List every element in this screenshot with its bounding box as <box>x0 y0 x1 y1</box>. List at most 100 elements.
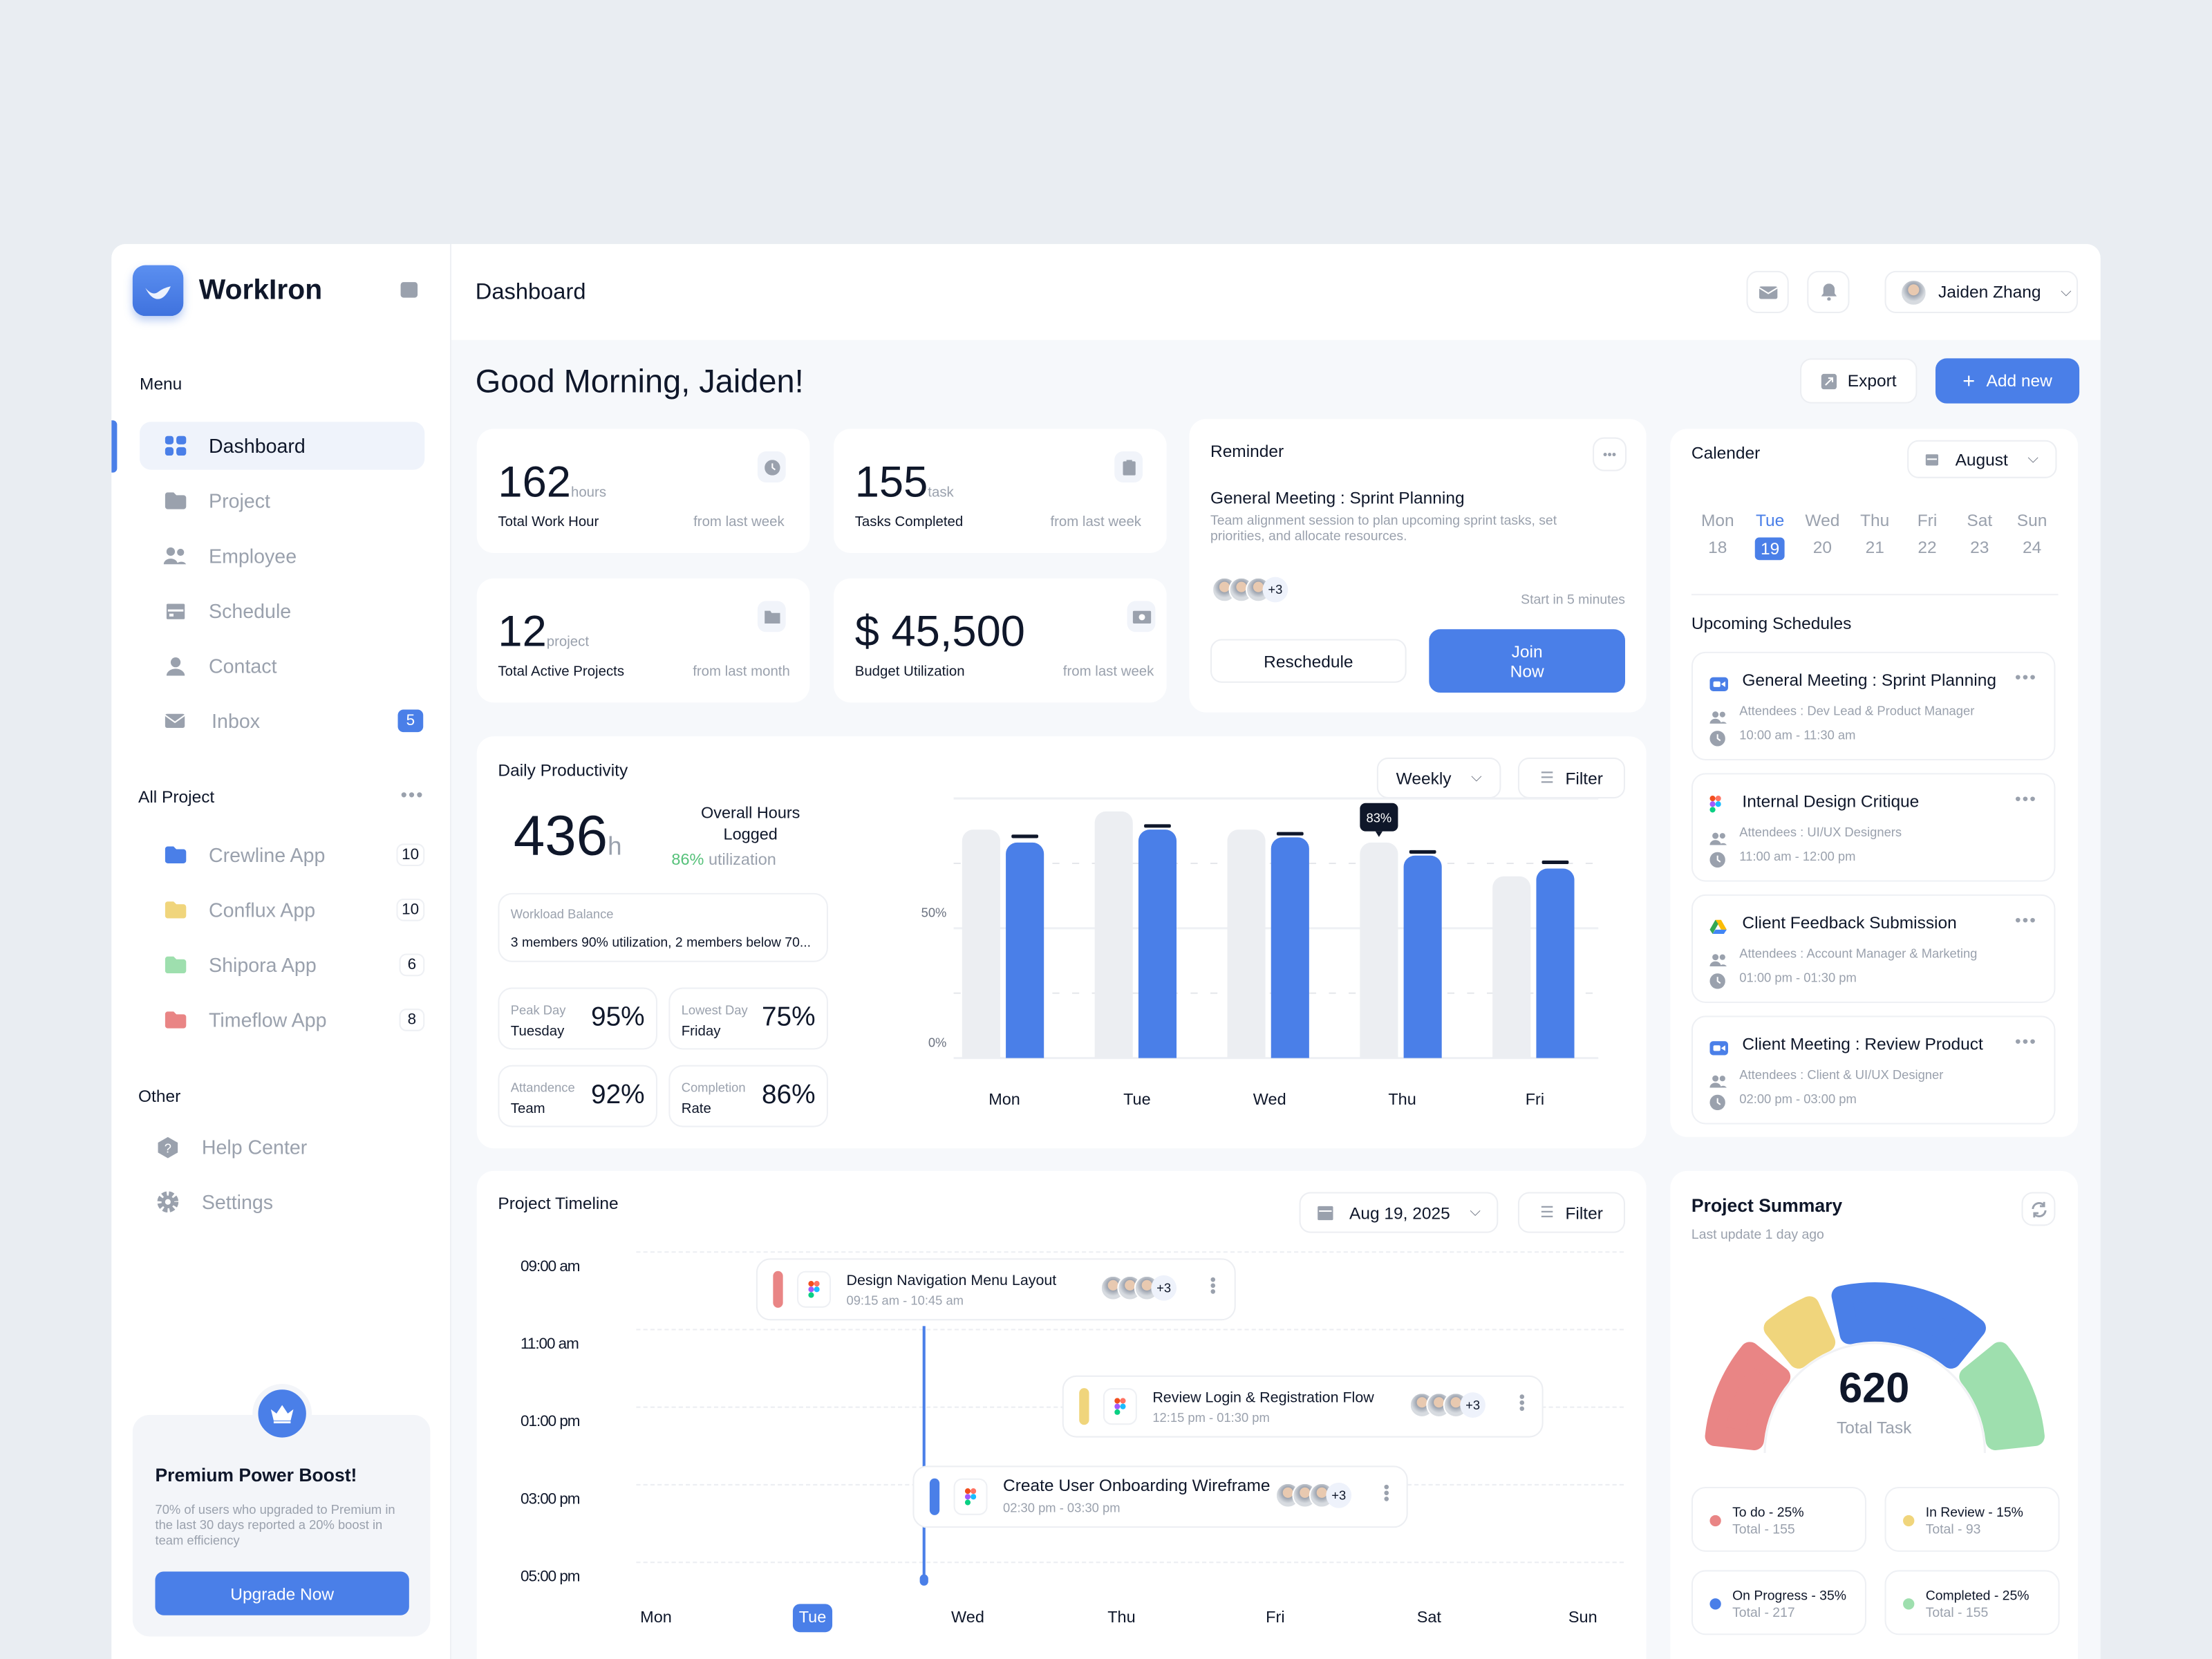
event-color-bar <box>929 1478 940 1515</box>
chevron-down-icon: ⌵ <box>1470 1204 1481 1221</box>
period-select[interactable]: Weekly ⌵ <box>1376 757 1501 799</box>
calendar-day[interactable]: Thu 21 <box>1848 511 1901 594</box>
schedule-item[interactable]: Internal Design Critique ••• Attendees : U… <box>1691 773 2056 882</box>
sidebar-item-dashboard[interactable]: Dashboard <box>140 422 425 470</box>
calendar-day[interactable]: Fri 22 <box>1901 511 1953 594</box>
bar-grey[interactable] <box>1360 842 1398 1058</box>
calendar-day[interactable]: Sat 23 <box>1953 511 2006 594</box>
inbox-badge: 5 <box>397 709 424 733</box>
day-name: Tue <box>1755 510 1785 531</box>
timeline-event[interactable]: Design Navigation Menu Layout 09:15 am - … <box>756 1258 1236 1321</box>
schedule-item[interactable]: General Meeting : Sprint Planning ••• Atte… <box>1691 651 2056 760</box>
timeline-day-label[interactable]: Wed <box>951 1609 984 1627</box>
filter-button[interactable]: ☰ Filter <box>1517 1192 1626 1233</box>
gauge-segment[interactable] <box>1959 1342 2045 1450</box>
folder-icon <box>164 845 187 865</box>
more-icon[interactable]: ••• <box>400 784 424 806</box>
sidebar-project-item[interactable]: Timeflow App 8 <box>140 996 425 1044</box>
month-select[interactable]: August ⌵ <box>1907 440 2057 478</box>
bar-blue[interactable] <box>1006 842 1044 1058</box>
bar-blue[interactable] <box>1138 830 1177 1058</box>
schedule-item[interactable]: Client Meeting : Review Product ••• Attend… <box>1691 1015 2056 1125</box>
calendar-day[interactable]: Tue 19 <box>1744 511 1797 594</box>
notifications-button[interactable] <box>1807 270 1850 314</box>
project-label: Timeflow App <box>209 1009 327 1031</box>
timeline-day-label[interactable]: Fri <box>1266 1609 1285 1627</box>
period-value: Weekly <box>1396 768 1452 788</box>
current-day-handle[interactable] <box>919 1574 928 1586</box>
day-number: 19 <box>1754 537 1785 561</box>
calendar-title: Calender <box>1691 442 1761 463</box>
add-new-button[interactable]: + Add new <box>1935 358 2080 404</box>
reminder-title: Reminder <box>1210 441 1284 462</box>
timeline-day-label[interactable]: Sat <box>1416 1609 1441 1627</box>
more-icon[interactable]: ••• <box>2015 910 2037 930</box>
utilization: 86% utilization <box>671 852 776 869</box>
sidebar-item-label: Dashboard <box>209 434 306 458</box>
sidebar-item-settings[interactable]: Settings <box>133 1178 418 1226</box>
reschedule-button[interactable]: Reschedule <box>1210 639 1407 683</box>
bar-grey[interactable] <box>962 830 1000 1058</box>
bar-blue[interactable] <box>1536 868 1575 1058</box>
kebab-menu-icon[interactable]: ••• <box>1203 1276 1224 1295</box>
gauge-segment[interactable] <box>1831 1282 1986 1369</box>
user-menu[interactable]: Jaiden Zhang ⌵ <box>1884 270 2079 314</box>
timeline-day-label[interactable]: Tue <box>792 1604 833 1633</box>
timeline-day-label[interactable]: Thu <box>1107 1609 1136 1627</box>
timeline-event[interactable]: Create User Onboarding Wireframe 02:30 pm… <box>912 1465 1408 1528</box>
current-day-line[interactable] <box>922 1326 926 1584</box>
bar-grey[interactable] <box>1094 811 1133 1058</box>
metric-value: 86% <box>761 1080 816 1111</box>
bar-blue[interactable] <box>1271 837 1309 1058</box>
timeline-event[interactable]: Review Login & Registration Flow 12:15 pm… <box>1062 1375 1544 1438</box>
bar-grey[interactable] <box>1227 830 1266 1058</box>
export-button[interactable]: Export <box>1800 358 1918 404</box>
reminder-event: General Meeting : Sprint Planning <box>1210 488 1465 508</box>
project-label: Conflux App <box>209 898 316 921</box>
sidebar-project-item[interactable]: Crewline App 10 <box>140 831 425 879</box>
sidebar-item-schedule[interactable]: Schedule <box>140 587 424 635</box>
sidebar-item-contact[interactable]: Contact <box>140 642 424 690</box>
more-icon[interactable]: ••• <box>2015 667 2037 687</box>
metric-label: Attandence <box>510 1080 575 1095</box>
schedule-item[interactable]: Client Feedback Submission ••• Attendees :… <box>1691 894 2056 1004</box>
calendar-day[interactable]: Mon 18 <box>1691 511 1744 594</box>
kebab-menu-icon[interactable]: ••• <box>1512 1394 1533 1412</box>
more-icon[interactable]: ••• <box>2015 1031 2037 1051</box>
more-options-button[interactable]: ••• <box>1593 437 1627 471</box>
add-new-label: Add new <box>1986 371 2052 391</box>
sidebar-item-inbox[interactable]: Inbox 5 <box>140 697 424 744</box>
kebab-menu-icon[interactable]: ••• <box>1376 1483 1397 1502</box>
sidebar-item-employee[interactable]: Employee <box>140 532 424 579</box>
utilization-label: utilization <box>708 852 776 870</box>
gauge-segment[interactable] <box>1705 1342 1791 1450</box>
bar-grey[interactable] <box>1492 876 1531 1058</box>
collapse-sidebar-icon[interactable] <box>400 282 418 298</box>
filter-icon: ☰ <box>1539 1204 1555 1222</box>
calendar-day[interactable]: Wed 20 <box>1797 511 1849 594</box>
clock-icon <box>1709 1092 1725 1118</box>
date-select[interactable]: Aug 19, 2025 ⌵ <box>1299 1192 1499 1233</box>
users-icon <box>1709 1069 1727 1095</box>
refresh-button[interactable] <box>2021 1192 2056 1226</box>
event-color-bar <box>773 1271 783 1308</box>
timeline-day-label[interactable]: Sun <box>1568 1609 1597 1627</box>
upgrade-now-button[interactable]: Upgrade Now <box>155 1571 409 1615</box>
sidebar-project-item[interactable]: Shipora App 6 <box>140 941 425 988</box>
calendar-day[interactable]: Sun 24 <box>2006 511 2059 594</box>
user-icon <box>164 656 187 676</box>
timeline-day-label[interactable]: Mon <box>640 1609 672 1627</box>
project-summary-card: Project Summary Last update 1 day ago 62… <box>1670 1170 2079 1659</box>
project-count: 10 <box>395 843 425 867</box>
join-now-button[interactable]: Join Now <box>1429 629 1626 693</box>
day-number: 24 <box>2022 537 2042 558</box>
folder-icon <box>164 900 187 920</box>
sidebar-item-project[interactable]: Project <box>140 477 424 525</box>
mail-button[interactable] <box>1746 270 1789 314</box>
metric-label: Completion <box>681 1080 746 1095</box>
sidebar-project-item[interactable]: Conflux App 10 <box>140 886 425 934</box>
sidebar-item-help-center[interactable]: ? Help Center <box>133 1123 418 1170</box>
gauge-segment[interactable] <box>1763 1296 1836 1369</box>
bar-blue[interactable] <box>1403 855 1442 1058</box>
more-icon[interactable]: ••• <box>2015 788 2037 809</box>
